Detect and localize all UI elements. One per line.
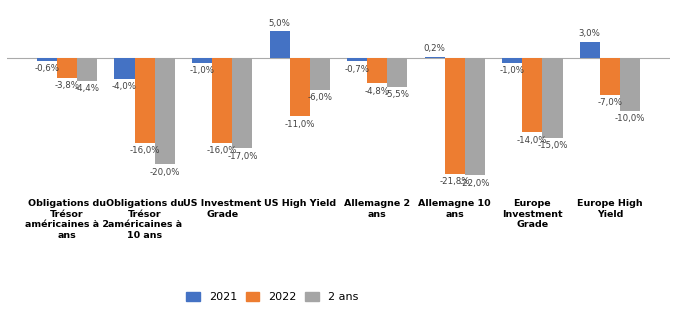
Bar bbox=[310, 58, 330, 90]
Bar bbox=[114, 58, 135, 79]
Text: 5,0%: 5,0% bbox=[269, 18, 290, 28]
Text: -0,6%: -0,6% bbox=[35, 64, 60, 73]
Bar bbox=[232, 58, 253, 148]
Bar bbox=[269, 31, 290, 58]
Text: -17,0%: -17,0% bbox=[227, 152, 258, 161]
Bar bbox=[445, 58, 465, 174]
Text: -7,0%: -7,0% bbox=[597, 98, 622, 107]
Bar bbox=[367, 58, 387, 83]
Text: -4,0%: -4,0% bbox=[112, 82, 137, 91]
Bar bbox=[212, 58, 232, 143]
Bar bbox=[465, 58, 485, 175]
Text: -20,0%: -20,0% bbox=[150, 168, 180, 177]
Bar bbox=[387, 58, 408, 87]
Text: -1,0%: -1,0% bbox=[500, 66, 525, 75]
Bar bbox=[37, 58, 57, 61]
Bar bbox=[135, 58, 155, 143]
Text: -5,5%: -5,5% bbox=[385, 90, 410, 99]
Bar bbox=[522, 58, 542, 133]
Bar bbox=[600, 58, 620, 95]
Text: -10,0%: -10,0% bbox=[615, 114, 645, 123]
Bar bbox=[502, 58, 522, 63]
Text: -3,8%: -3,8% bbox=[55, 81, 80, 90]
Text: 0,2%: 0,2% bbox=[424, 44, 445, 53]
Bar bbox=[347, 58, 367, 61]
Text: -0,7%: -0,7% bbox=[345, 65, 370, 74]
Text: -14,0%: -14,0% bbox=[517, 136, 548, 145]
Bar bbox=[542, 58, 563, 138]
Bar bbox=[620, 58, 640, 111]
Bar bbox=[424, 56, 445, 58]
Bar bbox=[77, 58, 97, 81]
Text: -16,0%: -16,0% bbox=[207, 146, 238, 155]
Text: -15,0%: -15,0% bbox=[538, 141, 568, 150]
Text: -1,0%: -1,0% bbox=[190, 66, 215, 75]
Bar bbox=[155, 58, 175, 165]
Text: 3,0%: 3,0% bbox=[579, 29, 600, 38]
Bar bbox=[57, 58, 77, 78]
Bar bbox=[192, 58, 212, 63]
Text: -21,8%: -21,8% bbox=[439, 178, 470, 186]
Text: -16,0%: -16,0% bbox=[129, 146, 160, 155]
Legend: 2021, 2022, 2 ans: 2021, 2022, 2 ans bbox=[182, 288, 362, 307]
Text: -4,8%: -4,8% bbox=[365, 87, 390, 96]
Text: -22,0%: -22,0% bbox=[460, 178, 490, 188]
Bar bbox=[290, 58, 310, 116]
Text: -4,4%: -4,4% bbox=[75, 85, 100, 94]
Bar bbox=[580, 42, 600, 58]
Text: -11,0%: -11,0% bbox=[284, 120, 315, 129]
Text: -6,0%: -6,0% bbox=[307, 93, 332, 102]
